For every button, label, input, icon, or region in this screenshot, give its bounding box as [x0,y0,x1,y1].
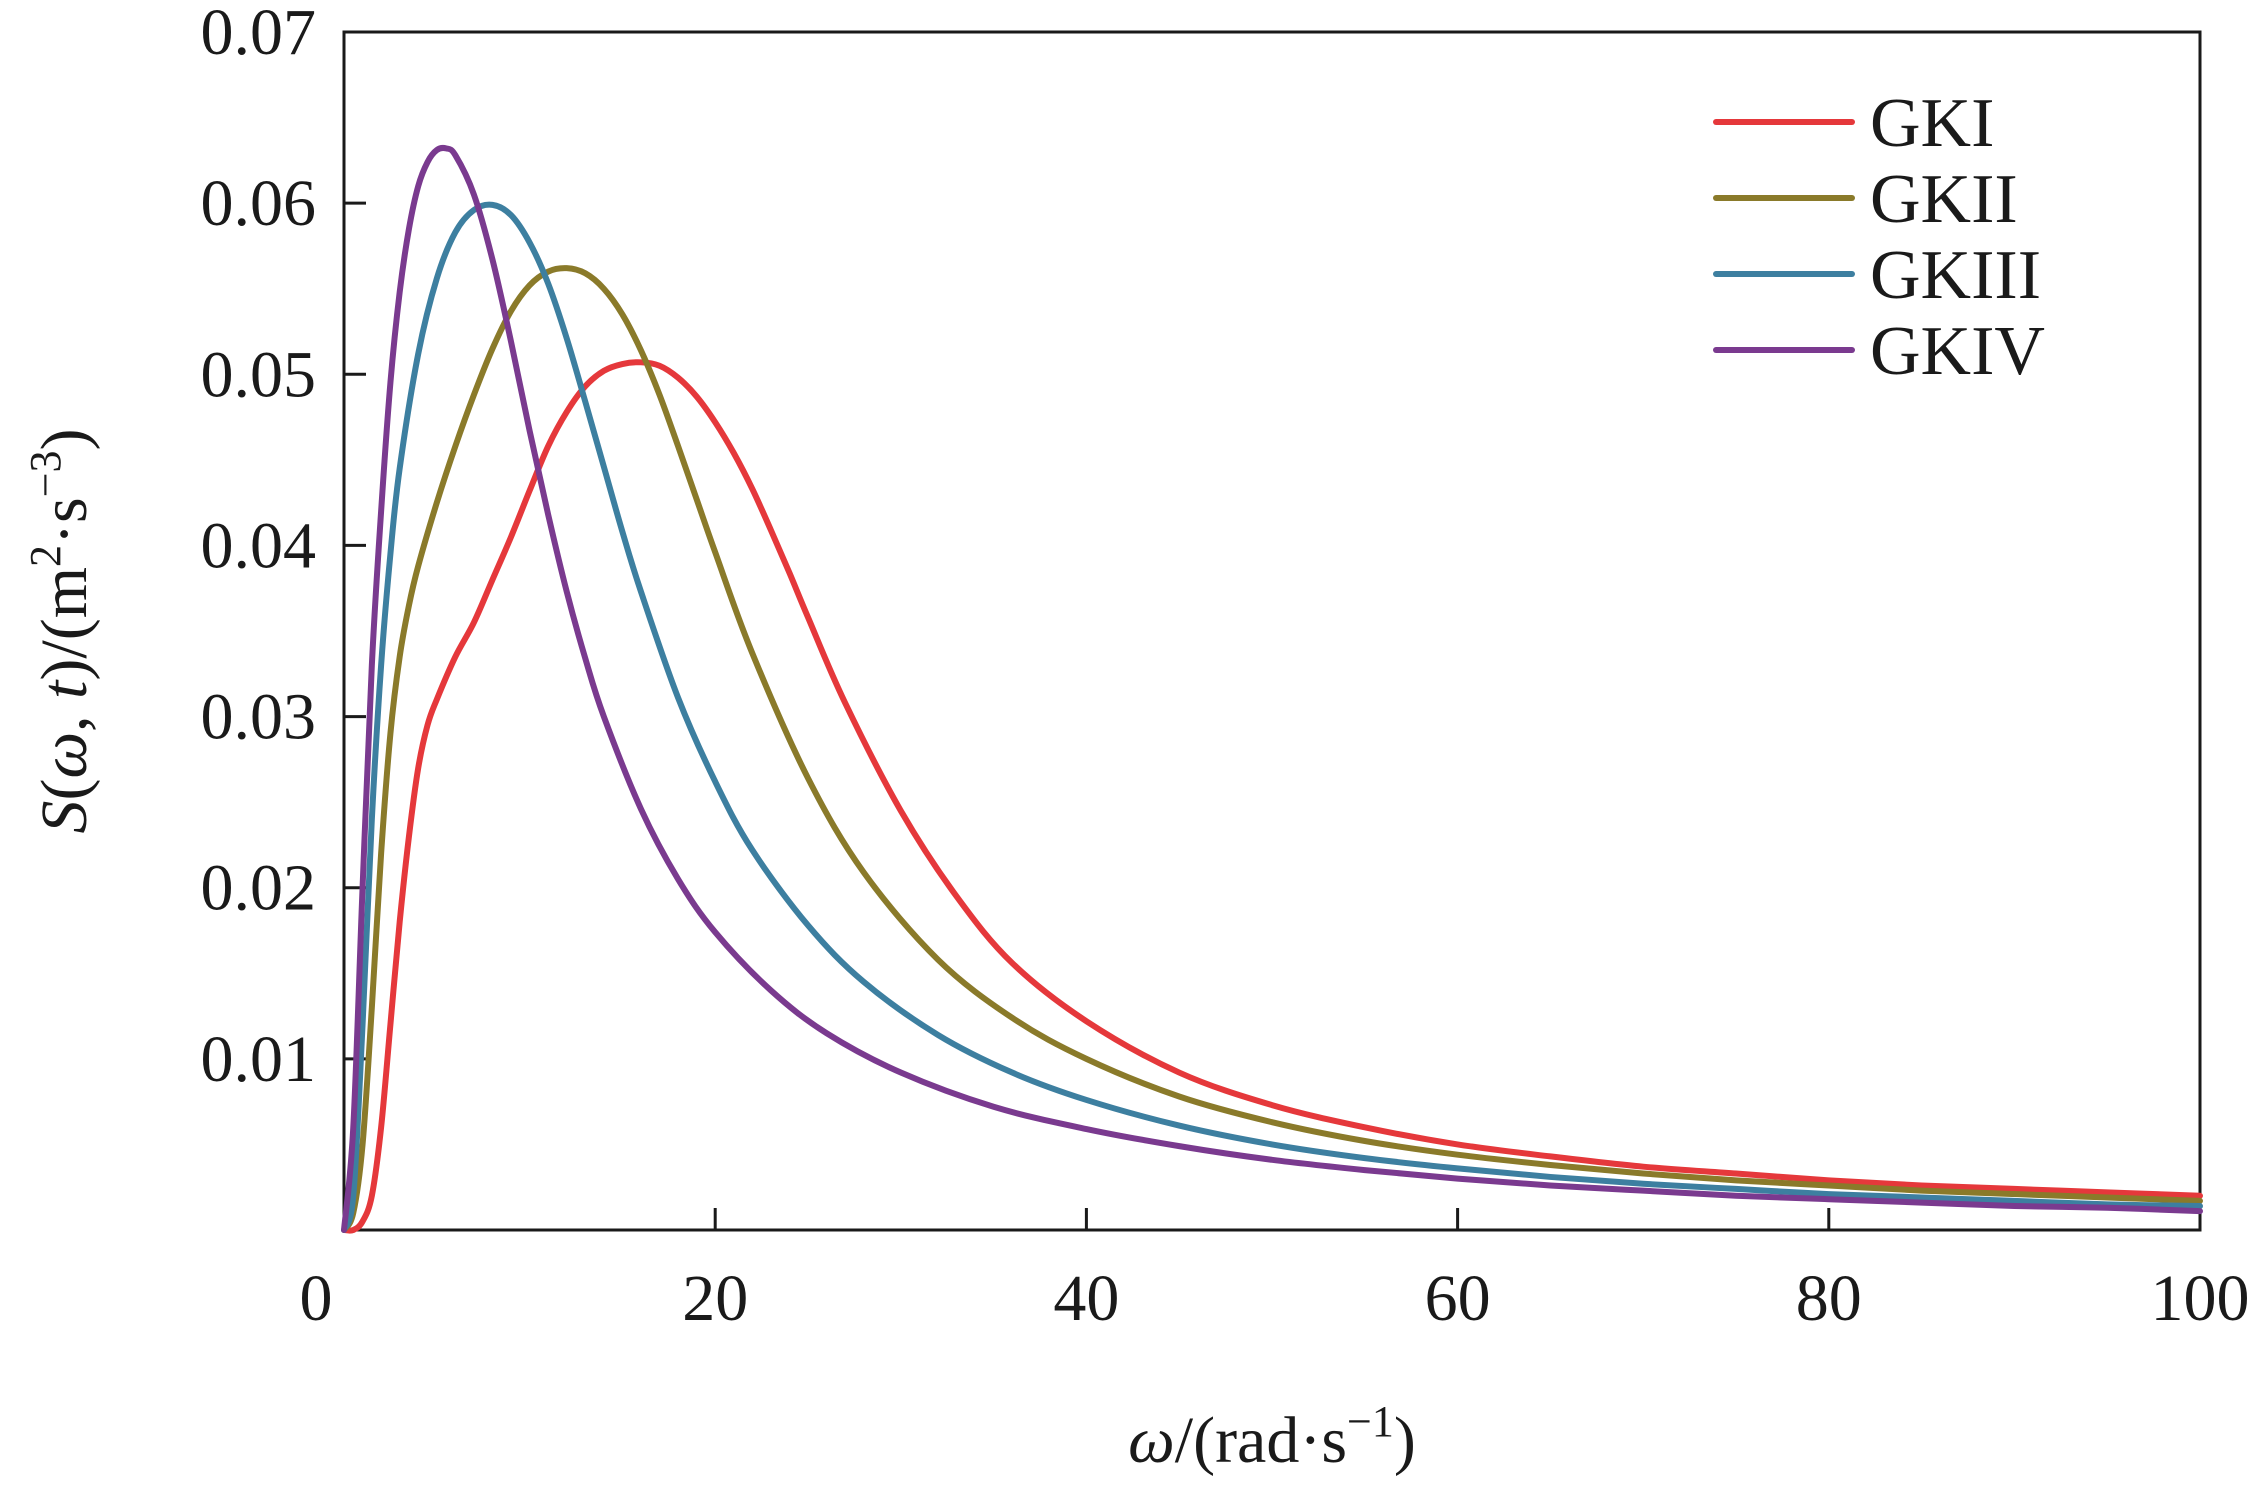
y-axis-exp-s: −3 [21,450,70,497]
x-tick-label: 80 [1796,1262,1862,1335]
y-tick-labels: 0.01 0.02 0.03 0.04 0.05 0.06 0.07 [201,0,317,1096]
x-tick-label: 100 [2151,1262,2250,1335]
y-axis-units-mid: ·s [28,497,101,545]
y-tick-label: 0.05 [201,338,317,411]
x-tick-label: 60 [1425,1262,1491,1335]
x-tick-label: 0 [300,1262,333,1335]
x-axis-symbol: ω [1128,1404,1175,1477]
x-tick-labels: 0 20 40 60 80 100 [300,1262,2250,1335]
y-axis-units-close: ) [28,428,101,450]
x-tick-marks [713,1208,1831,1230]
y-axis-comma: , [28,699,101,732]
y-axis-title: S(ω, t)/(m2·s−3) [21,428,101,833]
x-axis-units: /(rad·s [1175,1404,1347,1477]
series-line-gki [341,359,2203,1234]
series-line-gkiii [341,201,2203,1233]
x-axis-exponent: −1 [1347,1397,1394,1446]
y-axis-symbol: S [28,801,101,834]
legend-label-gkii: GKII [1870,161,2018,238]
series-line-gkiv [341,144,2203,1233]
legend-label-gkiv: GKIV [1870,313,2045,390]
y-tick-label: 0.03 [201,681,317,754]
y-tick-label: 0.04 [201,509,317,582]
y-tick-label: 0.02 [201,852,317,925]
x-tick-label: 20 [682,1262,748,1335]
y-axis-omega: ω [28,732,101,779]
legend-label-gki: GKI [1870,85,1994,162]
series-line-gkii [341,265,2203,1233]
x-tick-label: 40 [1053,1262,1119,1335]
plot-frame [342,30,2202,1232]
y-tick-label: 0.07 [201,0,317,69]
y-axis-t: t [28,679,101,699]
y-axis-units-prefix: )/(m [28,567,101,681]
y-tick-label: 0.06 [201,167,317,240]
series-group [341,144,2203,1234]
legend-label-gkiii: GKIII [1870,237,2041,314]
y-axis-open: ( [28,779,101,801]
y-tick-label: 0.01 [201,1023,317,1096]
x-axis-close: ) [1394,1404,1416,1477]
x-axis-title: ω/(rad·s−1) [1128,1397,1416,1477]
y-axis-exp-m: 2 [21,545,70,567]
